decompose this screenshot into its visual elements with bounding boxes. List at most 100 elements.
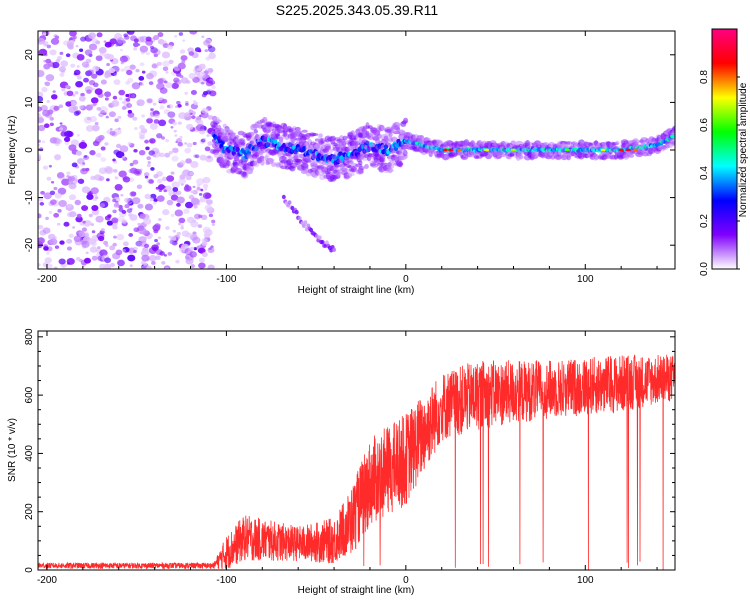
noise-blob: [140, 128, 148, 134]
noise-blob: [211, 223, 215, 226]
noise-blob: [186, 232, 193, 238]
noise-blob: [171, 82, 179, 89]
ridge-halo: [628, 153, 634, 158]
noise-blob: [53, 212, 60, 218]
noise-blob: [122, 241, 129, 247]
spectrogram-y-label: Frequency (Hz): [7, 116, 18, 185]
noise-blob: [66, 171, 71, 175]
noise-blob: [168, 235, 172, 239]
noise-blob: [176, 100, 181, 105]
noise-blob: [185, 201, 194, 209]
noise-blob: [148, 150, 156, 156]
noise-blob: [123, 33, 128, 38]
ridge-halo: [338, 135, 345, 142]
noise-blob: [139, 82, 144, 87]
noise-blob: [171, 181, 180, 189]
ridge-halo: [337, 166, 342, 173]
noise-blob: [137, 43, 141, 46]
noise-blob: [109, 130, 116, 136]
noise-blob: [129, 162, 134, 167]
noise-blob: [198, 262, 206, 269]
y-tick-label: 0: [24, 147, 35, 153]
noise-blob: [205, 38, 212, 44]
noise-blob: [146, 156, 152, 161]
noise-blob: [38, 95, 44, 103]
noise-blob: [150, 47, 158, 54]
noise-blob: [94, 122, 99, 126]
noise-blob: [80, 36, 87, 42]
noise-blob: [156, 242, 161, 246]
branch-blob: [281, 194, 286, 200]
noise-blob: [94, 174, 102, 181]
noise-blob: [147, 161, 151, 164]
noise-blob: [167, 111, 176, 118]
noise-blob: [176, 202, 181, 207]
noise-blob: [51, 61, 60, 69]
noise-blob: [139, 62, 145, 67]
noise-blob: [140, 264, 149, 269]
noise-blob: [128, 213, 133, 217]
noise-blob: [66, 257, 75, 265]
noise-blob: [179, 74, 184, 79]
noise-blob: [175, 105, 179, 109]
noise-blob: [115, 203, 119, 207]
noise-blob: [42, 32, 47, 36]
noise-blob: [88, 43, 98, 51]
noise-blob: [65, 53, 71, 58]
noise-blob: [201, 107, 209, 114]
noise-blob: [45, 216, 49, 220]
noise-blob: [154, 223, 161, 229]
noise-blob: [49, 190, 56, 196]
noise-blob: [86, 116, 91, 121]
ridge-halo: [262, 116, 268, 124]
noise-blob: [154, 239, 158, 243]
noise-blob: [91, 230, 96, 234]
noise-blob: [66, 238, 73, 244]
noise-blob: [170, 213, 175, 217]
noise-blob: [40, 190, 45, 195]
ridge-halo: [398, 160, 403, 168]
noise-blob: [144, 139, 149, 144]
noise-blob: [96, 32, 103, 38]
noise-blob: [70, 101, 77, 106]
noise-blob: [166, 199, 174, 206]
noise-blob: [76, 54, 85, 61]
noise-blob: [150, 167, 155, 171]
noise-blob: [152, 102, 157, 106]
colorbar-ticks: 0.0 0.2 0.4 0.6 0.8: [699, 70, 740, 276]
y-tick-label: -10: [24, 190, 35, 205]
branch-blob: [287, 200, 292, 205]
noise-blob: [78, 231, 86, 238]
noise-blob: [66, 42, 74, 49]
noise-blob: [68, 233, 74, 238]
noise-blob: [109, 38, 117, 45]
noise-blob: [151, 63, 158, 69]
noise-blob: [43, 63, 51, 70]
ridge-halo: [314, 138, 320, 142]
x-tick-label: 100: [577, 274, 594, 285]
noise-blob: [190, 160, 199, 168]
noise-blob: [190, 190, 195, 194]
noise-blob: [81, 205, 89, 211]
noise-blob: [131, 143, 135, 147]
noise-blob: [150, 108, 154, 112]
y-tick-label: 400: [24, 445, 35, 462]
noise-blob: [186, 142, 193, 148]
noise-blob: [88, 213, 93, 218]
noise-blob: [45, 74, 55, 82]
noise-blob: [175, 259, 180, 264]
noise-blob: [185, 158, 192, 164]
noise-blob: [205, 80, 214, 87]
noise-blob: [146, 117, 153, 124]
noise-blob: [135, 68, 140, 73]
ridge-hotspot: [510, 148, 517, 152]
noise-blob: [59, 72, 65, 77]
noise-blob: [84, 49, 93, 56]
noise-blob: [197, 49, 202, 53]
noise-blob: [84, 220, 92, 227]
noise-blob: [90, 241, 97, 247]
noise-blob: [172, 229, 177, 233]
noise-blob: [58, 199, 67, 207]
noise-blob: [117, 259, 125, 267]
noise-blob: [201, 241, 208, 247]
